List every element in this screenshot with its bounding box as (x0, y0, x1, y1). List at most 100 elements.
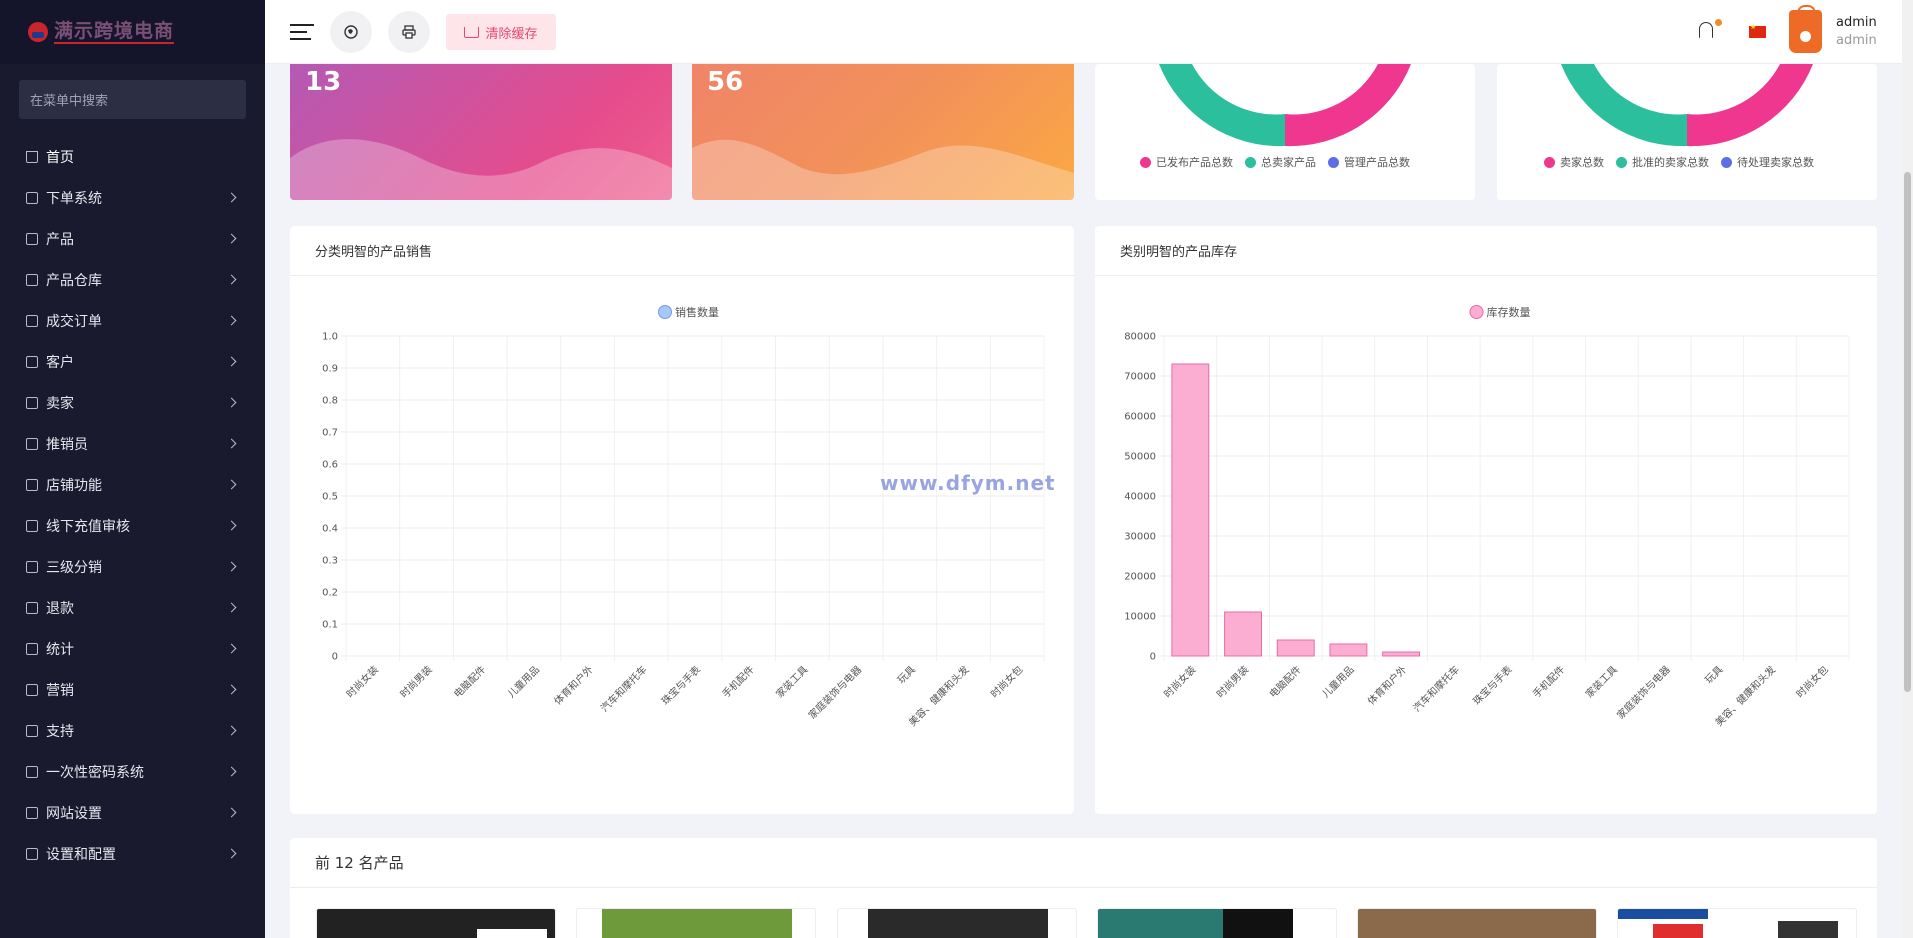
sidebar-item-8[interactable]: 店铺功能 (0, 464, 265, 505)
product-thumb[interactable] (837, 908, 1077, 938)
brand-name: 满示跨境电商 (54, 20, 175, 44)
cart-icon (26, 232, 38, 245)
wave-decoration (290, 139, 672, 200)
top-header: 清除缓存 admin admin (265, 0, 1902, 64)
y-tick-label: 80000 (1124, 332, 1156, 343)
legend-label: 销售数量 (675, 305, 719, 319)
x-tick-label: 时尚女包 (1793, 663, 1830, 700)
x-tick-label: 手机配件 (719, 663, 756, 700)
order-icon (26, 314, 38, 327)
user-icon (26, 478, 38, 491)
legend-swatch (1469, 305, 1484, 319)
product-thumb[interactable] (1097, 908, 1337, 938)
sidebar-item-7[interactable]: 推销员 (0, 423, 265, 464)
user-name[interactable]: admin (1836, 15, 1877, 30)
logo[interactable]: 满示跨境电商 (0, 0, 265, 64)
sidebar-item-0[interactable]: 首页 (0, 136, 265, 177)
sidebar-item-label: 三级分销 (46, 559, 102, 576)
x-tick-label: 电脑配件 (451, 663, 488, 700)
bar (1224, 611, 1262, 657)
sidebar-item-2[interactable]: 产品 (0, 218, 265, 259)
chart-title: 分类明智的产品销售 (290, 226, 1074, 276)
bar (1276, 639, 1315, 657)
globe-button[interactable] (330, 11, 372, 53)
product-thumb[interactable] (1357, 908, 1597, 938)
x-tick-label: 家庭装饰与电器 (1614, 663, 1673, 722)
sidebar-item-label: 卖家 (46, 395, 74, 412)
chevron-right-icon (226, 397, 237, 408)
x-tick-label: 玩具 (895, 664, 918, 687)
chart-legend[interactable]: 库存数量 (1469, 305, 1531, 319)
y-tick-label: 70000 (1124, 372, 1156, 383)
legend-label: 库存数量 (1487, 305, 1531, 319)
sidebar-item-5[interactable]: 客户 (0, 341, 265, 382)
sidebar-item-label: 网站设置 (46, 805, 102, 822)
chevron-right-icon (226, 561, 237, 572)
scrollbar-thumb[interactable] (1904, 172, 1911, 692)
chart-legend[interactable]: 销售数量 (658, 305, 720, 319)
china-flag-icon[interactable] (1749, 23, 1766, 38)
home-icon (26, 150, 38, 163)
sidebar-item-10[interactable]: 三级分销 (0, 546, 265, 587)
sidebar-item-3[interactable]: 产品仓库 (0, 259, 265, 300)
menu-search-input[interactable]: 在菜单中搜索 (19, 80, 246, 119)
sidebar-item-13[interactable]: 营销 (0, 669, 265, 710)
page-scrollbar[interactable] (1902, 0, 1913, 938)
chevron-right-icon (226, 848, 237, 859)
sidebar-item-6[interactable]: 卖家 (0, 382, 265, 423)
legend-item[interactable]: 卖家总数 (1544, 154, 1604, 170)
sidebar-item-9[interactable]: 线下充值审核 (0, 505, 265, 546)
notification-bell-icon[interactable] (1699, 22, 1713, 38)
y-tick-label: 40000 (1124, 492, 1156, 503)
monitor-icon (26, 806, 38, 819)
y-tick-label: 20000 (1124, 572, 1156, 583)
sidebar-menu: 首页下单系统 产品 产品仓库成交订单客户卖家推销员 店铺功能线下充值审核 三级分销退款统… (0, 136, 265, 874)
legend-item[interactable]: 已发布产品总数 (1140, 154, 1233, 170)
sidebar-item-1[interactable]: 下单系统 (0, 177, 265, 218)
sidebar-item-label: 首页 (46, 149, 74, 166)
watermark: www.dfym.net (880, 471, 1056, 495)
sidebar-item-17[interactable]: 设置和配置 (0, 833, 265, 874)
sidebar-item-label: 线下充值审核 (46, 518, 130, 535)
sidebar-item-11[interactable]: 退款 (0, 587, 265, 628)
x-tick-label: 时尚女装 (343, 663, 380, 700)
x-tick-label: 儿童用品 (1319, 663, 1356, 700)
wave-decoration (692, 139, 1074, 200)
product-thumb[interactable] (316, 908, 556, 938)
file-icon (26, 642, 38, 655)
sidebar-item-15[interactable]: 一次性密码系统 (0, 751, 265, 792)
x-tick-label: 汽车和摩托车 (1410, 663, 1462, 715)
sidebar-item-16[interactable]: 网站设置 (0, 792, 265, 833)
x-tick-label: 玩具 (1703, 664, 1726, 687)
avatar[interactable] (1789, 5, 1822, 53)
id-card-icon (26, 519, 38, 532)
product-thumb[interactable] (576, 908, 816, 938)
donut-legend: 卖家总数 批准的卖家总数 待处理卖家总数 (1544, 154, 1826, 170)
sidebar-item-14[interactable]: 支持 (0, 710, 265, 751)
print-button[interactable] (388, 11, 430, 53)
legend-item[interactable]: 总卖家产品 (1245, 154, 1316, 170)
stat-card-1: 13 (290, 64, 672, 200)
y-tick-label: 30000 (1124, 532, 1156, 543)
chevron-right-icon (226, 356, 237, 367)
menu-toggle-icon[interactable] (290, 24, 314, 42)
sidebar-item-label: 成交订单 (46, 313, 102, 330)
users-icon (26, 355, 38, 368)
logo-icon (28, 22, 48, 42)
sidebar-item-12[interactable]: 统计 (0, 628, 265, 669)
legend-item[interactable]: 批准的卖家总数 (1616, 154, 1709, 170)
globe-icon (344, 25, 358, 39)
bar (1171, 363, 1210, 657)
x-tick-label: 家装工具 (1583, 663, 1620, 700)
clear-cache-button[interactable]: 清除缓存 (446, 14, 556, 50)
x-tick-label: 手机配件 (1530, 663, 1567, 700)
link-icon (26, 724, 38, 737)
product-thumb[interactable] (1617, 908, 1857, 938)
sidebar-item-4[interactable]: 成交订单 (0, 300, 265, 341)
y-tick-label: 0.3 (322, 556, 338, 567)
list-icon (26, 191, 38, 204)
x-tick-label: 时尚女装 (1161, 663, 1198, 700)
legend-item[interactable]: 管理产品总数 (1328, 154, 1410, 170)
legend-item[interactable]: 待处理卖家总数 (1721, 154, 1814, 170)
chevron-right-icon (226, 807, 237, 818)
